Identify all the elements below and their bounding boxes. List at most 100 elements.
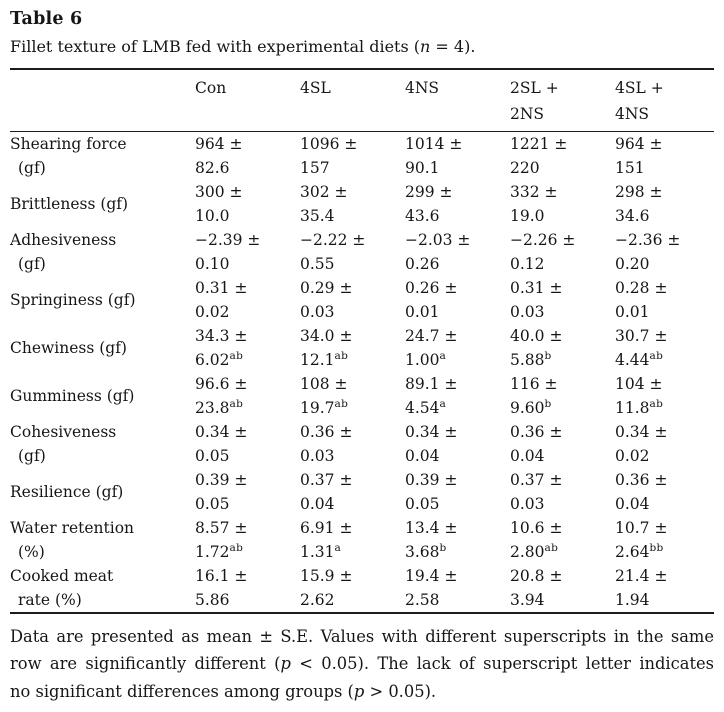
- cell-se: 0.55: [300, 252, 405, 276]
- cell-mean: 16.1 ±: [195, 567, 248, 586]
- cell-mean: 0.34 ±: [405, 423, 458, 442]
- cell-se: 9.60b: [510, 396, 615, 420]
- cell-se: 2.58: [405, 588, 510, 612]
- table-row: Cooked meat rate (%) 16.1 ± 5.86 15.9 ± …: [10, 564, 714, 612]
- cell-se-value: 23.8: [195, 399, 230, 418]
- data-cell-4ns: 0.39 ± 0.05: [405, 468, 510, 516]
- cell-mean: 0.34 ±: [195, 423, 248, 442]
- cell-se: 0.04: [615, 492, 714, 516]
- cell-se-value: 0.55: [300, 255, 335, 274]
- row-label-line2: (gf): [18, 447, 46, 466]
- cell-mean: 34.3 ±: [195, 327, 248, 346]
- cell-se-value: 0.01: [615, 303, 650, 322]
- data-cell-2sl-2ns: 116 ± 9.60b: [510, 372, 615, 420]
- cell-se-value: 0.04: [405, 447, 440, 466]
- cell-mean: 0.36 ±: [300, 423, 353, 442]
- data-cell-4sl: 1096 ± 157: [300, 132, 405, 180]
- data-cell-con: 0.39 ± 0.05: [195, 468, 300, 516]
- cell-se: 0.26: [405, 252, 510, 276]
- cell-se-value: 0.04: [510, 447, 545, 466]
- caption-variable-n: n: [420, 37, 431, 56]
- cell-superscript: b: [439, 541, 447, 554]
- cell-se-value: 90.1: [405, 159, 440, 178]
- cell-superscript: ab: [649, 397, 664, 410]
- data-cell-4sl: 6.91 ± 1.31a: [300, 516, 405, 564]
- column-header-line2: 4NS: [615, 104, 650, 123]
- cell-se-value: 0.02: [615, 447, 650, 466]
- table-row: Cohesiveness (gf) 0.34 ± 0.05 0.36 ± 0.0…: [10, 420, 714, 468]
- data-cell-4sl-4ns: 0.28 ± 0.01: [615, 276, 714, 324]
- cell-se-value: 5.88: [510, 351, 545, 370]
- row-label-line1: Cooked meat: [10, 567, 114, 586]
- cell-se-value: 0.12: [510, 255, 545, 274]
- row-label-line1: Shearing force: [10, 135, 127, 154]
- table-footnote: Data are presented as mean ± S.E. Values…: [10, 623, 714, 706]
- column-header-line2: 2NS: [510, 104, 545, 123]
- cell-se-value: 2.80: [510, 543, 545, 562]
- cell-se-value: 0.05: [195, 495, 230, 514]
- column-header-line1: 4NS: [405, 78, 440, 97]
- cell-mean: 21.4 ±: [615, 567, 668, 586]
- row-label: Cooked meat rate (%): [10, 564, 195, 612]
- cell-mean: 298 ±: [615, 183, 663, 202]
- column-header-line1: 2SL +: [510, 78, 559, 97]
- table-body: Shearing force (gf) 964 ± 82.6 1096 ± 15…: [10, 132, 714, 612]
- cell-superscript: a: [439, 349, 447, 362]
- table-row: Springiness (gf) 0.31 ± 0.02 0.29 ± 0.03…: [10, 276, 714, 324]
- table-row: Chewiness (gf) 34.3 ± 6.02ab 34.0 ± 12.1…: [10, 324, 714, 372]
- cell-se-value: 34.6: [615, 207, 650, 226]
- data-cell-4sl-4ns: 0.36 ± 0.04: [615, 468, 714, 516]
- cell-mean: 964 ±: [615, 135, 663, 154]
- data-cell-4sl-4ns: 0.34 ± 0.02: [615, 420, 714, 468]
- footnote-variable-p: p: [280, 654, 291, 674]
- cell-se: 0.04: [300, 492, 405, 516]
- row-label-line1: Adhesiveness: [10, 231, 117, 250]
- cell-mean: 1221 ±: [510, 135, 568, 154]
- cell-mean: 0.29 ±: [300, 279, 353, 298]
- cell-mean: 302 ±: [300, 183, 348, 202]
- cell-se: 0.05: [195, 444, 300, 468]
- cell-mean: 0.39 ±: [405, 471, 458, 490]
- cell-se: 220: [510, 156, 615, 180]
- cell-superscript: ab: [334, 397, 349, 410]
- cell-se-value: 3.68: [405, 543, 440, 562]
- cell-mean: 0.37 ±: [300, 471, 353, 490]
- data-cell-4sl: −2.22 ± 0.55: [300, 228, 405, 276]
- cell-se-value: 0.04: [615, 495, 650, 514]
- footnote-line-2: row are significantly different (p < 0.0…: [10, 650, 714, 678]
- cell-mean: 0.31 ±: [195, 279, 248, 298]
- data-cell-4ns: 0.34 ± 0.04: [405, 420, 510, 468]
- cell-se-value: 10.0: [195, 207, 230, 226]
- cell-se: 0.03: [300, 444, 405, 468]
- data-cell-4sl-4ns: 10.7 ± 2.64bb: [615, 516, 714, 564]
- row-label: Adhesiveness (gf): [10, 228, 195, 276]
- column-header-4sl-4ns: 4SL + 4NS: [615, 75, 714, 127]
- cell-se: 34.6: [615, 204, 714, 228]
- cell-superscript: bb: [649, 541, 664, 554]
- cell-se-value: 220: [510, 159, 540, 178]
- cell-se-value: 2.58: [405, 591, 440, 610]
- cell-se-value: 157: [300, 159, 330, 178]
- data-cell-2sl-2ns: 20.8 ± 3.94: [510, 564, 615, 612]
- cell-se: 0.05: [405, 492, 510, 516]
- cell-se-value: 9.60: [510, 399, 545, 418]
- cell-superscript: a: [334, 541, 342, 554]
- cell-se-value: 151: [615, 159, 645, 178]
- cell-se: 0.12: [510, 252, 615, 276]
- data-cell-4sl: 15.9 ± 2.62: [300, 564, 405, 612]
- data-cell-2sl-2ns: 332 ± 19.0: [510, 180, 615, 228]
- data-cell-4ns: 1014 ± 90.1: [405, 132, 510, 180]
- cell-se-value: 0.03: [510, 495, 545, 514]
- data-cell-4ns: −2.03 ± 0.26: [405, 228, 510, 276]
- cell-mean: 1014 ±: [405, 135, 463, 154]
- data-cell-2sl-2ns: 0.36 ± 0.04: [510, 420, 615, 468]
- data-cell-4sl-4ns: −2.36 ± 0.20: [615, 228, 714, 276]
- cell-se: 19.0: [510, 204, 615, 228]
- cell-se: 6.02ab: [195, 348, 300, 372]
- cell-se: 0.03: [300, 300, 405, 324]
- cell-mean: 0.37 ±: [510, 471, 563, 490]
- cell-mean: 108 ±: [300, 375, 348, 394]
- cell-se: 1.94: [615, 588, 714, 612]
- data-cell-2sl-2ns: −2.26 ± 0.12: [510, 228, 615, 276]
- cell-se-value: 0.05: [405, 495, 440, 514]
